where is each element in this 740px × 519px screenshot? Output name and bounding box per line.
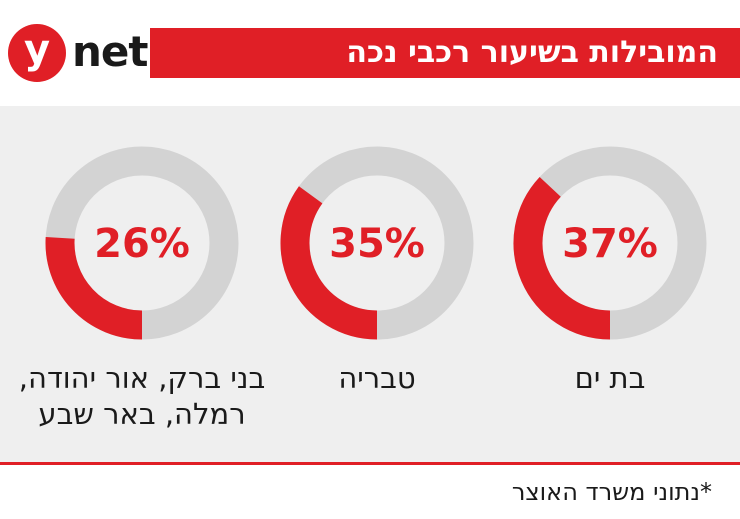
ynet-logo: y net <box>8 24 148 84</box>
category-label-line: רמלה, באר שבע <box>38 397 246 431</box>
category-label-line: טבריה <box>338 361 416 395</box>
donut-value-arc <box>45 236 143 340</box>
category-label: טבריה <box>227 360 527 396</box>
value-label: 26% <box>94 221 190 267</box>
donut-value-arc <box>280 186 378 340</box>
donut-1: 37% <box>513 146 707 340</box>
logo-word-net: net <box>72 27 148 76</box>
title-bar: המובילות בשיעור רכבי נכה <box>150 28 740 78</box>
category-label-line: בת ים <box>574 361 646 395</box>
category-label-line: בני ברק, אור יהודה, <box>18 361 266 395</box>
header: y net המובילות בשיעור רכבי נכה <box>0 0 740 100</box>
category-label: בת ים <box>460 360 740 396</box>
donut-charts: 37% 35% 26% <box>45 146 707 340</box>
source-note: *נתוני משרד האוצר <box>511 478 712 506</box>
logo-circle-y: y <box>8 24 66 82</box>
category-label: בני ברק, אור יהודה, רמלה, באר שבע <box>0 360 292 432</box>
chart-title: המובילות בשיעור רכבי נכה <box>346 35 718 70</box>
donut-value-arc <box>513 176 611 340</box>
donut-3: 26% <box>45 146 239 340</box>
value-label: 35% <box>329 221 425 267</box>
value-label: 37% <box>562 221 658 267</box>
divider-line <box>0 462 740 465</box>
donut-2: 35% <box>280 146 474 340</box>
